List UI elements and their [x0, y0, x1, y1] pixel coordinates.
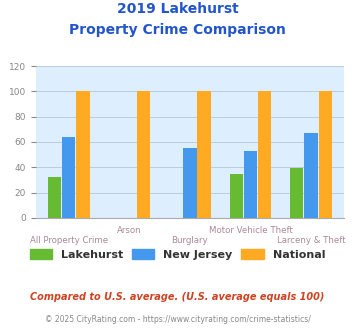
Text: © 2025 CityRating.com - https://www.cityrating.com/crime-statistics/: © 2025 CityRating.com - https://www.city…	[45, 315, 310, 324]
Text: All Property Crime: All Property Crime	[30, 236, 108, 245]
Text: Motor Vehicle Theft: Motor Vehicle Theft	[208, 226, 293, 235]
Bar	[62, 137, 76, 218]
Bar	[290, 168, 304, 218]
Bar	[197, 91, 211, 218]
Bar	[319, 91, 332, 218]
Text: 2019 Lakehurst: 2019 Lakehurst	[117, 2, 238, 16]
Text: Arson: Arson	[117, 226, 142, 235]
Bar	[230, 174, 243, 218]
Text: Compared to U.S. average. (U.S. average equals 100): Compared to U.S. average. (U.S. average …	[30, 292, 325, 302]
Legend: Lakehurst, New Jersey, National: Lakehurst, New Jersey, National	[30, 249, 325, 260]
Bar	[258, 91, 271, 218]
Bar	[183, 148, 197, 218]
Bar	[48, 177, 61, 218]
Text: Burglary: Burglary	[171, 236, 208, 245]
Bar	[76, 91, 90, 218]
Bar	[304, 133, 318, 218]
Bar	[137, 91, 150, 218]
Bar	[244, 151, 257, 218]
Text: Property Crime Comparison: Property Crime Comparison	[69, 23, 286, 37]
Text: Larceny & Theft: Larceny & Theft	[277, 236, 345, 245]
